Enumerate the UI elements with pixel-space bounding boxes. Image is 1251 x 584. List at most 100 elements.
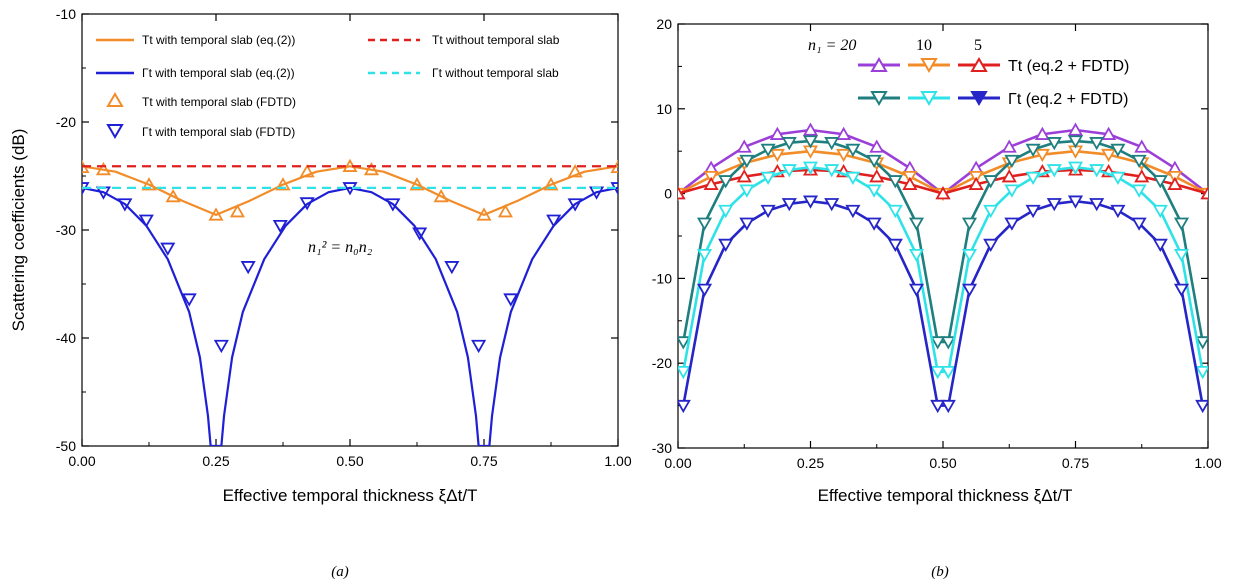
legend-label: Tt with temporal slab (FDTD) xyxy=(142,95,296,109)
data-point-marker xyxy=(736,169,752,183)
data-point-marker xyxy=(546,214,562,228)
data-point-marker xyxy=(1195,365,1208,380)
data-point-marker xyxy=(887,238,903,252)
data-point-marker xyxy=(802,122,819,136)
data-point-marker xyxy=(1046,137,1062,151)
data-point-marker xyxy=(181,293,197,307)
data-point-marker xyxy=(1089,198,1105,212)
y-tick-label: -50 xyxy=(56,438,76,454)
legend-triangle-down-marker xyxy=(970,91,988,106)
legend-label: Γt without temporal slab xyxy=(432,66,559,80)
data-point-marker xyxy=(1089,137,1105,151)
data-point-marker xyxy=(781,198,797,212)
data-point-marker xyxy=(1152,204,1168,219)
data-point-marker xyxy=(930,336,946,350)
x-tick-label: 0.50 xyxy=(929,455,956,471)
data-point-marker xyxy=(1025,171,1041,186)
data-point-marker xyxy=(1173,248,1190,263)
data-point-marker xyxy=(275,177,291,191)
legend-header-last: 5 xyxy=(974,37,982,54)
data-point-marker xyxy=(968,176,984,190)
data-point-marker xyxy=(1110,143,1126,158)
data-point-marker xyxy=(1025,204,1041,219)
data-point-marker xyxy=(1067,161,1084,175)
legend-header-n1: n₁ = 20 xyxy=(808,37,856,54)
data-point-marker xyxy=(802,161,819,175)
data-point-marker xyxy=(866,154,882,169)
data-point-marker xyxy=(696,217,713,231)
data-point-marker xyxy=(739,184,755,198)
data-point-marker xyxy=(718,238,734,252)
data-point-marker xyxy=(1152,175,1168,189)
y-tick-label: 10 xyxy=(656,101,672,117)
legend-triangle-up-marker xyxy=(106,92,124,107)
y-tick-label: -20 xyxy=(56,114,76,130)
data-point-marker xyxy=(824,198,840,212)
data-point-marker xyxy=(845,171,861,186)
data-point-marker xyxy=(887,175,903,189)
series-line xyxy=(682,139,1204,344)
data-point-marker xyxy=(836,148,852,163)
data-point-marker xyxy=(1195,336,1208,350)
series-line xyxy=(682,199,1204,407)
data-point-marker xyxy=(887,204,903,219)
series--t-with-temporal-slab-eq-2- xyxy=(82,186,618,446)
data-point-marker xyxy=(160,242,176,256)
data-point-marker xyxy=(824,164,840,178)
data-point-marker xyxy=(736,139,752,153)
x-tick-label: 0.25 xyxy=(797,455,824,471)
plot-frame-b xyxy=(677,23,1209,449)
legend-label: Tt (eq.2 + FDTD) xyxy=(1008,58,1129,75)
data-point-marker xyxy=(824,137,840,151)
data-point-marker xyxy=(718,175,734,189)
data-point-marker xyxy=(299,164,315,178)
y-tick-label: -30 xyxy=(652,440,672,456)
data-point-marker xyxy=(696,248,713,263)
data-point-marker xyxy=(908,248,925,263)
series-tt-n1-5 xyxy=(678,162,1208,200)
series--t-with-temporal-slab-fdtd- xyxy=(82,182,618,354)
data-point-marker xyxy=(983,175,999,189)
data-point-marker xyxy=(769,148,785,163)
data-point-marker xyxy=(1101,148,1117,163)
data-point-marker xyxy=(678,365,691,380)
data-point-marker xyxy=(1152,238,1168,252)
legend-label: Tt with temporal slab (eq.(2)) xyxy=(142,33,295,47)
x-axis-label-a: Effective temporal thickness ξΔt/T xyxy=(223,486,478,505)
data-point-marker xyxy=(1131,217,1147,231)
data-point-marker xyxy=(961,217,978,231)
data-point-marker xyxy=(1067,195,1084,209)
data-point-marker xyxy=(1004,184,1020,198)
y-tick-label: -30 xyxy=(56,222,76,238)
data-point-marker xyxy=(1131,154,1147,169)
data-point-marker xyxy=(1004,217,1020,231)
legend-label: Γt (eq.2 + FDTD) xyxy=(1008,91,1128,108)
data-point-marker xyxy=(1034,126,1050,140)
data-point-marker xyxy=(930,365,946,380)
data-point-marker xyxy=(760,204,776,219)
data-point-marker xyxy=(299,197,315,211)
data-point-marker xyxy=(1101,126,1117,140)
data-point-marker xyxy=(739,154,755,169)
data-point-marker xyxy=(961,248,978,263)
data-point-marker xyxy=(983,238,999,252)
data-point-marker xyxy=(678,399,691,414)
data-point-marker xyxy=(1046,164,1062,178)
data-point-marker xyxy=(363,162,379,176)
data-point-marker xyxy=(1134,169,1150,183)
x-tick-label: 1.00 xyxy=(1194,455,1221,471)
data-point-marker xyxy=(866,184,882,198)
chart-panel-b: 0.00 0.25 0.50 0.75 1.00 20 10 0 -10 -20 -30 Effec… xyxy=(652,16,1222,580)
data-point-marker xyxy=(781,137,797,151)
data-point-marker xyxy=(1131,184,1147,198)
data-point-marker xyxy=(1004,154,1020,169)
y-tick-label: -10 xyxy=(652,270,672,286)
data-point-marker xyxy=(940,399,956,414)
data-point-marker xyxy=(240,261,256,275)
x-tick-label: 0.25 xyxy=(202,453,229,469)
data-point-marker xyxy=(409,177,425,191)
x-tick-label: 1.00 xyxy=(604,453,631,469)
data-point-marker xyxy=(272,219,288,234)
data-point-marker xyxy=(476,207,492,221)
series--t-n1-5 xyxy=(678,195,1208,414)
